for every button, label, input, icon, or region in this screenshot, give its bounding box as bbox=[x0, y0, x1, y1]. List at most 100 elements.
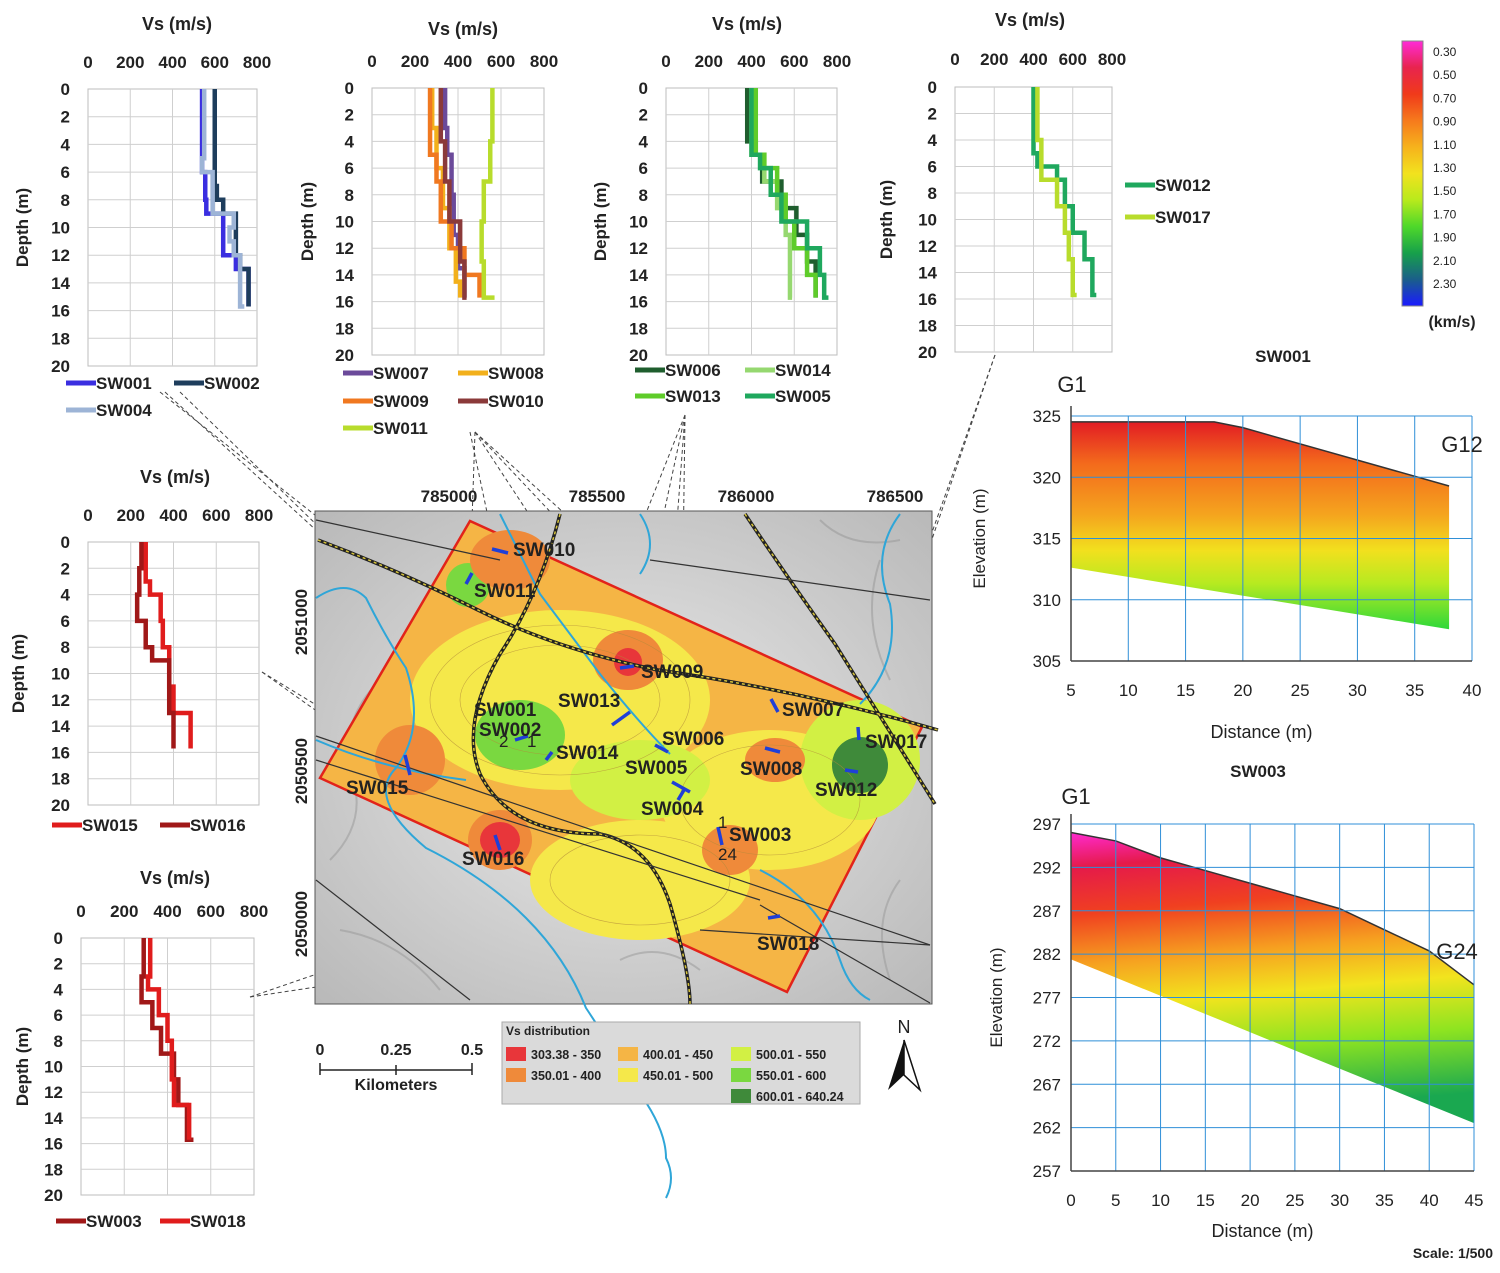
x-axis-title: Vs (m/s) bbox=[995, 10, 1065, 30]
legend-color-swatch bbox=[506, 1047, 526, 1061]
legend-label: SW017 bbox=[1155, 208, 1211, 227]
colorbar-label: 2.30 bbox=[1433, 277, 1457, 291]
section-x-tick: 0 bbox=[1066, 1191, 1075, 1210]
y-tick-label: 6 bbox=[639, 159, 648, 178]
station-label-sw008: SW008 bbox=[740, 759, 802, 780]
x-tick-label: 200 bbox=[695, 52, 723, 71]
y-tick-label: 4 bbox=[61, 135, 71, 154]
legend-label: SW010 bbox=[488, 392, 544, 411]
scale-tick-1: 0.25 bbox=[380, 1042, 411, 1059]
section-x-axis-title: Distance (m) bbox=[1210, 722, 1312, 742]
y-tick-label: 12 bbox=[51, 691, 70, 710]
section-x-axis-title: Distance (m) bbox=[1211, 1221, 1313, 1241]
legend-class-label: 303.38 - 350 bbox=[531, 1048, 601, 1062]
section-x-tick: 10 bbox=[1119, 681, 1138, 700]
section-y-tick: 315 bbox=[1033, 530, 1061, 549]
section-x-tick: 25 bbox=[1285, 1191, 1304, 1210]
y-tick-label: 14 bbox=[51, 717, 70, 736]
section-y-tick: 282 bbox=[1033, 945, 1061, 964]
legend-label: SW002 bbox=[204, 374, 260, 393]
station-label-sw007: SW007 bbox=[782, 700, 844, 721]
y-tick-label: 6 bbox=[61, 163, 70, 182]
y-tick-label: 8 bbox=[345, 186, 354, 205]
legend-title: Vs distribution bbox=[506, 1024, 590, 1038]
profile-chart-4: 0 200 400 600 800 0 2 4 6 8 10 12 14 16 18 20 Vs (m/s) De… bbox=[877, 10, 1211, 362]
y-tick-label: 2 bbox=[61, 108, 70, 127]
section-y-tick: 287 bbox=[1033, 902, 1061, 921]
y-tick-label: 2 bbox=[639, 106, 648, 125]
x-tick-label: 800 bbox=[240, 902, 268, 921]
geophone-label: 24 bbox=[718, 845, 737, 864]
section-x-tick: 35 bbox=[1405, 681, 1424, 700]
section-y-tick: 310 bbox=[1033, 591, 1061, 610]
x-tick-label: 800 bbox=[823, 52, 851, 71]
y-tick-label: 12 bbox=[629, 239, 648, 258]
colorbar-label: 1.10 bbox=[1433, 138, 1457, 152]
x-tick-label: 400 bbox=[158, 53, 186, 72]
y-tick-label: 0 bbox=[61, 80, 70, 99]
y-tick-label: 14 bbox=[51, 274, 70, 293]
station-label-sw016: SW016 bbox=[462, 849, 524, 870]
x-tick-label: 600 bbox=[780, 52, 808, 71]
x-tick-label: 600 bbox=[487, 52, 515, 71]
series-line-sw005 bbox=[749, 88, 829, 300]
legend-label: SW018 bbox=[190, 1212, 246, 1231]
section-y-tick: 297 bbox=[1033, 815, 1061, 834]
colorbar-label: 0.90 bbox=[1433, 115, 1457, 129]
scale-bar: 0 0.25 0.5 Kilometers bbox=[316, 1042, 484, 1094]
y-tick-label: 14 bbox=[629, 266, 648, 285]
section-end-geophone: G24 bbox=[1436, 939, 1478, 964]
y-axis-title: Depth (m) bbox=[9, 634, 28, 713]
section-x-tick: 5 bbox=[1066, 681, 1075, 700]
series-line-sw016 bbox=[134, 542, 176, 749]
y-tick-label: 0 bbox=[639, 79, 648, 98]
y-tick-label: 0 bbox=[61, 533, 70, 552]
y-tick-label: 16 bbox=[51, 743, 70, 762]
y-tick-label: 16 bbox=[51, 302, 70, 321]
geophone-label: 1 bbox=[718, 813, 727, 832]
section-sw001: 5 10 15 20 25 30 35 40 325 320 315 310 305 SW001 Eleva… bbox=[970, 347, 1483, 742]
scale-note: Scale: 1/500 bbox=[1413, 1245, 1493, 1261]
x-axis-title: Vs (m/s) bbox=[712, 14, 782, 34]
map-easting-label: 786000 bbox=[718, 487, 775, 506]
y-tick-label: 6 bbox=[54, 1006, 63, 1025]
section-x-tick: 30 bbox=[1348, 681, 1367, 700]
station-label-sw012: SW012 bbox=[815, 780, 877, 801]
x-tick-label: 0 bbox=[367, 52, 376, 71]
legend-label: SW004 bbox=[96, 401, 152, 420]
legend-label: SW003 bbox=[86, 1212, 142, 1231]
x-tick-label: 0 bbox=[950, 50, 959, 69]
section-x-tick: 30 bbox=[1330, 1191, 1349, 1210]
map-legend: Vs distribution 303.38 - 350 350.01 - 400… bbox=[501, 1021, 861, 1105]
section-y-tick: 292 bbox=[1033, 858, 1061, 877]
x-tick-label: 200 bbox=[980, 50, 1008, 69]
section-y-axis-title: Elevation (m) bbox=[987, 947, 1006, 1047]
section-y-tick: 267 bbox=[1033, 1075, 1061, 1094]
legend-class-label: 400.01 - 450 bbox=[643, 1048, 713, 1062]
colorbar-unit: (km/s) bbox=[1428, 314, 1475, 331]
y-tick-label: 8 bbox=[928, 184, 937, 203]
x-tick-label: 400 bbox=[444, 52, 472, 71]
map-northing-labels: 2051000 2050500 2050000 bbox=[292, 589, 311, 957]
profile-chart-3: 0 200 400 600 800 0 2 4 6 8 10 12 14 16 18 20 Vs (m/s) De… bbox=[591, 14, 851, 406]
station-label-sw011: SW011 bbox=[474, 581, 536, 602]
y-tick-label: 12 bbox=[918, 237, 937, 256]
station-label-sw018: SW018 bbox=[757, 934, 819, 955]
y-tick-label: 18 bbox=[51, 329, 70, 348]
y-axis-title: Depth (m) bbox=[298, 182, 317, 261]
y-tick-label: 10 bbox=[629, 213, 648, 232]
x-tick-label: 200 bbox=[116, 53, 144, 72]
series-line-sw015 bbox=[143, 542, 193, 749]
series-line-sw010 bbox=[438, 88, 467, 300]
x-tick-label: 200 bbox=[401, 52, 429, 71]
ground-surface-line bbox=[1070, 831, 1475, 986]
x-tick-label: 600 bbox=[1059, 50, 1087, 69]
station-label-sw010: SW010 bbox=[513, 540, 575, 561]
y-tick-label: 10 bbox=[918, 211, 937, 230]
x-tick-label: 200 bbox=[110, 902, 138, 921]
legend-class-label: 550.01 - 600 bbox=[756, 1069, 826, 1083]
station-label-sw002: SW002 bbox=[479, 720, 541, 741]
road-dashes bbox=[317, 513, 939, 1005]
